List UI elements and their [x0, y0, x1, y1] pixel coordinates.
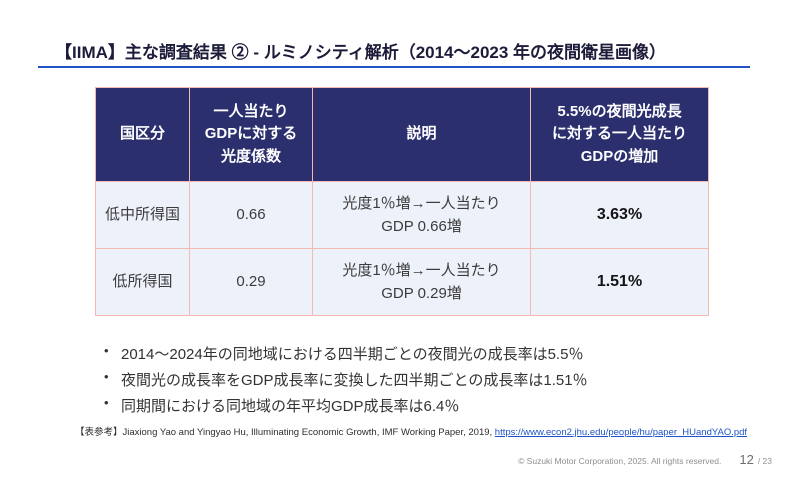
- slide-footer: © Suzuki Motor Corporation, 2025. All ri…: [518, 452, 772, 467]
- reference-line: 【表参考】Jiaxiong Yao and Yingyao Hu, Illumi…: [75, 424, 747, 438]
- cell-gdp-increase: 3.63%: [530, 181, 709, 249]
- table-row: 低中所得国 0.66 光度1％増→一人当たり GDP 0.66増 3.63%: [95, 181, 709, 249]
- copyright-text: © Suzuki Motor Corporation, 2025. All ri…: [518, 456, 722, 466]
- page-title: 【IIMA】主な調査結果 ② - ルミノシティ解析（2014～2023 年の夜間…: [55, 43, 667, 62]
- cell-coefficient: 0.29: [189, 248, 313, 316]
- bullet-item: 2014～2024年の同地域における四半期ごとの夜間光の成長率は5.5％: [102, 343, 588, 364]
- reference-link[interactable]: https://www.econ2.jhu.edu/people/hu/pape…: [494, 427, 748, 438]
- col-header-country-group: 国区分: [95, 87, 190, 182]
- summary-bullet-list: 2014～2024年の同地域における四半期ごとの夜間光の成長率は5.5％ 夜間光…: [102, 343, 588, 421]
- col-header-description: 説明: [312, 87, 531, 182]
- cell-coefficient: 0.66: [189, 181, 313, 249]
- luminosity-table: 国区分 一人当たり GDPに対する 光度係数 説明 5.5%の夜間光成長 に対す…: [95, 87, 709, 316]
- bullet-item: 同期間における同地域の年平均GDP成長率は6.4％: [102, 395, 588, 416]
- table-header-row: 国区分 一人当たり GDPに対する 光度係数 説明 5.5%の夜間光成長 に対す…: [95, 87, 709, 182]
- reference-text: Jiaxiong Yao and Yingyao Hu, Illuminatin…: [122, 427, 495, 438]
- cell-description: 光度1％増→一人当たり GDP 0.29増: [312, 248, 531, 316]
- cell-gdp-increase: 1.51%: [530, 248, 709, 316]
- cell-description: 光度1％増→一人当たり GDP 0.66増: [312, 181, 531, 249]
- col-header-luminosity-coefficient: 一人当たり GDPに対する 光度係数: [189, 87, 313, 182]
- col-header-gdp-increase: 5.5%の夜間光成長 に対する一人当たり GDPの増加: [530, 87, 709, 182]
- cell-country: 低所得国: [95, 248, 190, 316]
- page-number-total: / 23: [757, 456, 772, 466]
- cell-country: 低中所得国: [95, 181, 190, 249]
- page-number-current: 12: [739, 452, 754, 467]
- reference-label: 【表参考】: [75, 427, 123, 438]
- title-divider: [38, 66, 750, 68]
- table-row: 低所得国 0.29 光度1％増→一人当たり GDP 0.29増 1.51%: [95, 248, 709, 316]
- bullet-item: 夜間光の成長率をGDP成長率に変換した四半期ごとの成長率は1.51％: [102, 369, 588, 390]
